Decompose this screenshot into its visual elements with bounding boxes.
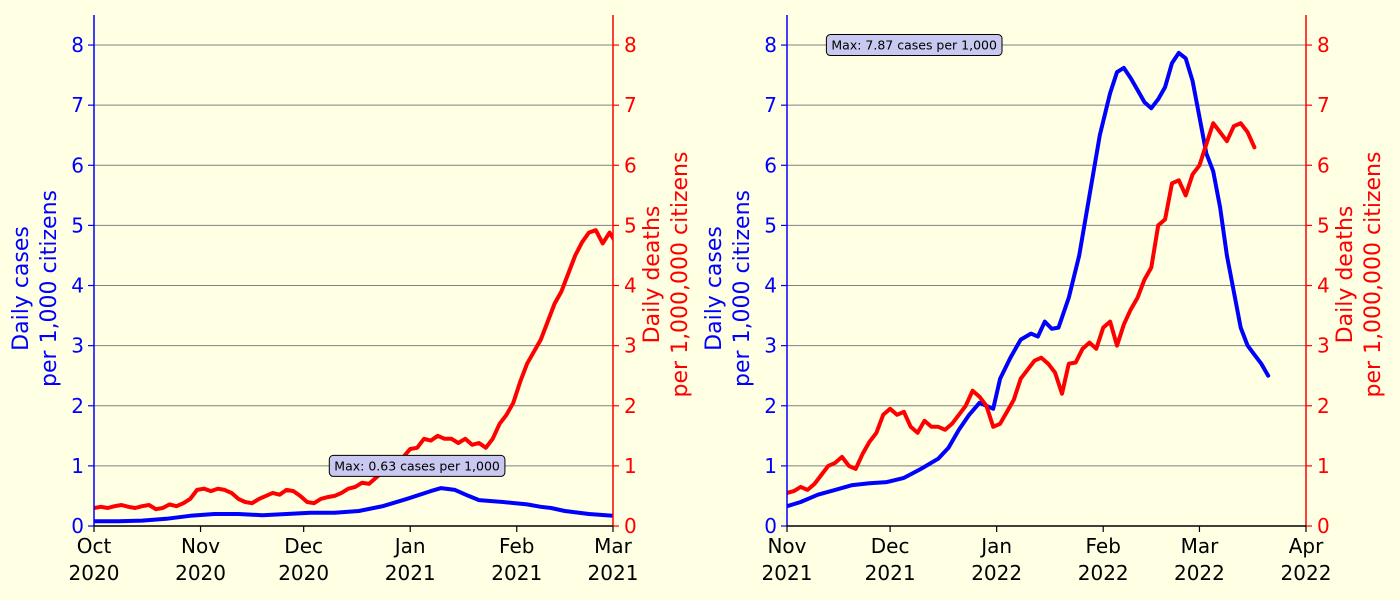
right-tick-label: 1 — [1317, 454, 1330, 478]
right-tick-label: 0 — [1317, 514, 1330, 538]
x-tick-label-month: Oct — [77, 534, 112, 558]
left-tick-label: 3 — [71, 334, 84, 358]
chart-panel-1: 0 1 2 3 4 5 6 7 8 0 1 2 3 4 5 6 7 8 Oct 2020 Nov 2020 Dec 2020 J… — [9, 15, 693, 585]
x-tick-label-month: Feb — [499, 534, 534, 558]
right-tick-label: 5 — [1317, 213, 1330, 237]
left-tick-label: 0 — [71, 514, 84, 538]
right-tick-label: 3 — [1317, 334, 1330, 358]
right-tick-label: 7 — [1317, 93, 1330, 117]
left-tick-label: 3 — [764, 334, 777, 358]
right-axis-title-line2: per 1,000,000 citizens — [1361, 152, 1386, 398]
right-tick-label: 4 — [1317, 274, 1330, 298]
right-axis-title: Daily deaths per 1,000,000 citizens — [640, 152, 693, 398]
x-tick-label-month: Nov — [767, 534, 806, 558]
left-axis-title-line1: Daily cases — [9, 226, 34, 351]
x-tick-label-month: Jan — [393, 534, 426, 558]
x-tick-label-month: Feb — [1086, 534, 1121, 558]
left-tick-label: 4 — [71, 274, 84, 298]
max-annotation: Max: 7.87 cases per 1,000 — [825, 34, 1003, 57]
x-tick-label-year: 2022 — [1281, 561, 1332, 585]
deaths-series-line — [94, 228, 613, 512]
left-tick-label: 1 — [764, 454, 777, 478]
x-tick-label-year: 2021 — [588, 561, 639, 585]
x-tick-label-month: Nov — [181, 534, 220, 558]
left-axis-title-line2: per 1,000 citizens — [37, 190, 62, 387]
left-tick-label: 5 — [764, 213, 777, 237]
left-tick-label: 7 — [71, 93, 84, 117]
max-annotation-text: Max: 7.87 cases per 1,000 — [831, 38, 997, 53]
deaths-series-line — [787, 121, 1257, 495]
x-tick-label-month: Jan — [979, 534, 1012, 558]
cases-series-line — [94, 486, 613, 524]
left-tick-label: 0 — [764, 514, 777, 538]
x-tick-label-year: 2020 — [175, 561, 226, 585]
right-tick-label: 7 — [624, 93, 637, 117]
max-annotation: Max: 0.63 cases per 1,000 — [328, 454, 506, 477]
left-tick-label: 2 — [764, 394, 777, 418]
right-axis-title: Daily deaths per 1,000,000 citizens — [1333, 152, 1386, 398]
left-tick-label: 7 — [764, 93, 777, 117]
max-annotation-text: Max: 0.63 cases per 1,000 — [334, 458, 500, 473]
x-tick-label-year: 2021 — [491, 561, 542, 585]
x-tick-label-month: Mar — [594, 534, 633, 558]
right-tick-label: 8 — [1317, 33, 1330, 57]
x-tick-label-year: 2020 — [278, 561, 329, 585]
right-tick-label: 5 — [624, 213, 637, 237]
x-tick-label-year: 2021 — [385, 561, 436, 585]
left-tick-label: 2 — [71, 394, 84, 418]
x-tick-label-month: Mar — [1181, 534, 1220, 558]
x-tick-label-year: 2020 — [69, 561, 120, 585]
left-tick-label: 6 — [71, 153, 84, 177]
x-tick-label-year: 2021 — [762, 561, 813, 585]
right-tick-label: 4 — [624, 274, 637, 298]
left-tick-label: 1 — [71, 454, 84, 478]
right-tick-label: 8 — [624, 33, 637, 57]
right-tick-label: 6 — [1317, 153, 1330, 177]
left-axis-title-line1: Daily cases — [702, 226, 727, 351]
left-axis-title: Daily cases per 1,000 citizens — [9, 190, 62, 387]
max-annotation-box — [328, 454, 506, 477]
max-annotation-box — [825, 34, 1003, 57]
x-tick-label-month: Dec — [871, 534, 910, 558]
right-tick-label: 2 — [624, 394, 637, 418]
left-tick-label: 6 — [764, 153, 777, 177]
left-tick-label: 8 — [764, 33, 777, 57]
x-tick-label-year: 2022 — [1174, 561, 1225, 585]
right-tick-label: 1 — [624, 454, 637, 478]
left-tick-label: 8 — [71, 33, 84, 57]
chart-panel-2: 0 1 2 3 4 5 6 7 8 0 1 2 3 4 5 6 7 8 Nov 2021 Dec 2021 Jan 2022 F… — [702, 15, 1386, 585]
x-tick-label-year: 2022 — [971, 561, 1022, 585]
left-axis-title-line2: per 1,000 citizens — [730, 190, 755, 387]
left-tick-label: 4 — [764, 274, 777, 298]
x-tick-label-month: Apr — [1289, 534, 1324, 558]
right-axis-title-line1: Daily deaths — [640, 206, 665, 344]
chart-panels: 012345678012345678Oct2020Nov2020Dec2020J… — [9, 15, 1386, 585]
x-tick-label-month: Dec — [284, 534, 323, 558]
left-tick-label: 5 — [71, 213, 84, 237]
right-tick-label: 2 — [1317, 394, 1330, 418]
x-tick-label-year: 2021 — [865, 561, 916, 585]
left-axis-title: Daily cases per 1,000 citizens — [702, 190, 755, 387]
right-axis-title-line1: Daily deaths — [1333, 206, 1358, 344]
right-tick-label: 0 — [624, 514, 637, 538]
right-axis-title-line2: per 1,000,000 citizens — [668, 152, 693, 398]
x-tick-label-year: 2022 — [1078, 561, 1129, 585]
right-tick-label: 3 — [624, 334, 637, 358]
cases-series-line — [787, 50, 1271, 509]
right-tick-label: 6 — [624, 153, 637, 177]
